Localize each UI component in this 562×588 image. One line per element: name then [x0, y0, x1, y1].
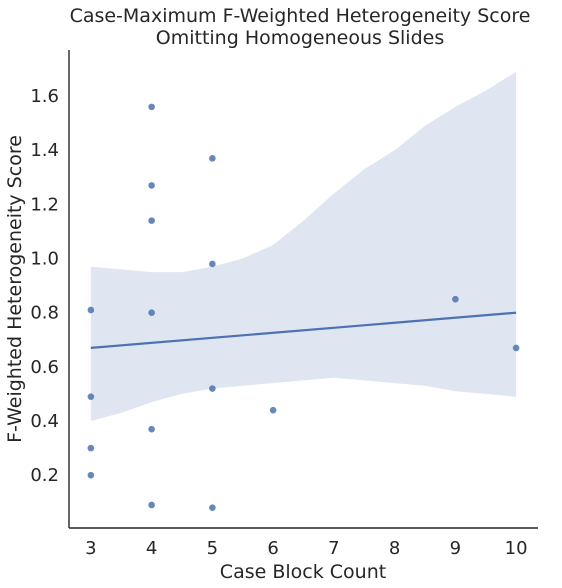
scatter-point-16: [512, 344, 520, 352]
y-axis-label: F-Weighted Heterogeneity Score: [4, 135, 26, 443]
x-tick-label-10: 10: [505, 538, 528, 559]
y-tick-label-1.2: 1.2: [30, 194, 59, 215]
x-tick-label-4: 4: [146, 538, 157, 559]
scatter-points-layer: [87, 103, 520, 511]
y-tick-label-1.4: 1.4: [30, 140, 59, 161]
x-tick-label-6: 6: [267, 538, 278, 559]
scatter-point-11: [209, 260, 216, 268]
x-tick-label-5: 5: [207, 538, 218, 559]
scatter-point-8: [148, 425, 155, 433]
scatter-point-0: [87, 306, 95, 314]
scatter-point-5: [148, 182, 155, 189]
scatter-point-12: [209, 385, 216, 392]
scatter-point-10: [209, 155, 216, 162]
x-tick-label-8: 8: [389, 538, 400, 559]
y-tick-label-1.6: 1.6: [30, 86, 59, 107]
x-tick-label-7: 7: [328, 538, 339, 559]
scatter-point-9: [148, 501, 155, 509]
x-tick-label-9: 9: [450, 538, 461, 559]
x-ticks-layer: 3 4 5 6 7 8 9 10: [85, 538, 527, 559]
y-tick-label-0.6: 0.6: [30, 357, 59, 378]
y-tick-label-0.4: 0.4: [30, 411, 59, 432]
x-axis-label: Case Block Count: [220, 561, 386, 583]
scatter-point-3: [87, 471, 95, 479]
axes-layer: [68, 50, 538, 529]
regression-line-layer: [90, 311, 517, 349]
scatter-point-4: [148, 103, 155, 111]
scatter-point-2: [87, 444, 95, 452]
scatter-point-7: [148, 309, 155, 316]
scatter-point-13: [209, 504, 216, 511]
scatter-point-6: [148, 217, 155, 224]
confidence-band-layer: [90, 71, 517, 421]
y-ticks-layer: 0.2 0.4 0.6 0.8 1.0 1.2 1.4 1.6: [30, 86, 59, 486]
scatter-point-14: [269, 406, 277, 414]
y-tick-label-0.2: 0.2: [30, 465, 59, 486]
chart-title-line-2: Omitting Homogeneous Slides: [156, 27, 444, 49]
regression-line: [90, 311, 517, 349]
scatter-point-1: [87, 393, 95, 400]
x-tick-label-3: 3: [85, 538, 96, 559]
y-tick-label-0.8: 0.8: [30, 303, 59, 324]
y-tick-label-1.0: 1.0: [30, 249, 59, 270]
scatter-point-15: [452, 295, 459, 303]
chart-title-line-1: Case-Maximum F-Weighted Heterogeneity Sc…: [70, 5, 531, 27]
confidence-band: [90, 71, 517, 421]
